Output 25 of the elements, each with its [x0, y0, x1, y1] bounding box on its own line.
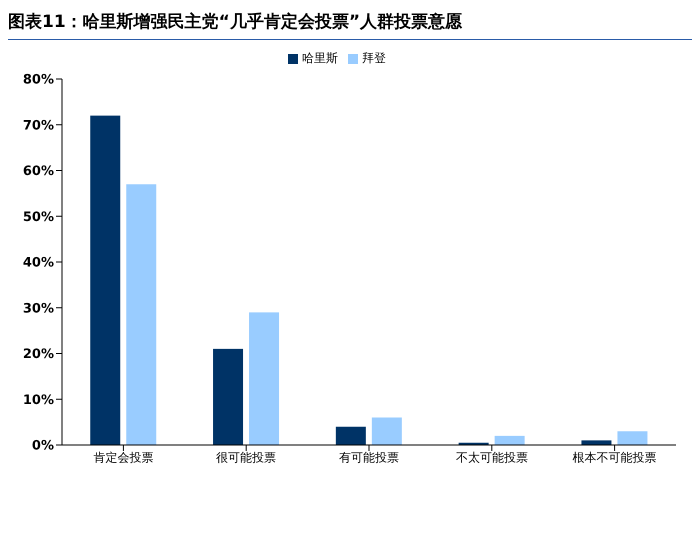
y-tick-label: 10%	[22, 392, 54, 408]
bar	[90, 116, 120, 445]
y-tick-label: 60%	[22, 164, 54, 180]
bar	[249, 312, 280, 445]
bar	[617, 431, 648, 445]
y-tick-label: 20%	[22, 347, 54, 362]
x-tick-label: 很可能投票	[216, 450, 276, 465]
legend-label: 拜登	[362, 51, 386, 65]
y-tick-label: 30%	[22, 301, 54, 316]
bar	[494, 436, 525, 445]
bar	[372, 418, 402, 445]
chart-title: 图表11：哈里斯增强民主党“几乎肯定会投票”人群投票意愿	[8, 8, 692, 40]
bar	[336, 426, 366, 445]
legend-label: 哈里斯	[302, 51, 338, 65]
y-tick-label: 70%	[22, 118, 54, 134]
y-tick-label: 50%	[22, 210, 54, 225]
x-tick-label: 肯定会投票	[93, 450, 154, 465]
y-tick-label: 40%	[22, 256, 54, 271]
x-tick-label: 根本不可能投票	[572, 450, 657, 465]
x-tick-label: 不太可能投票	[456, 450, 528, 465]
y-tick-label: 80%	[22, 72, 54, 88]
x-tick-label: 有可能投票	[339, 450, 399, 465]
bar	[213, 348, 244, 445]
bar	[126, 184, 156, 445]
y-tick-label: 0%	[32, 438, 54, 454]
